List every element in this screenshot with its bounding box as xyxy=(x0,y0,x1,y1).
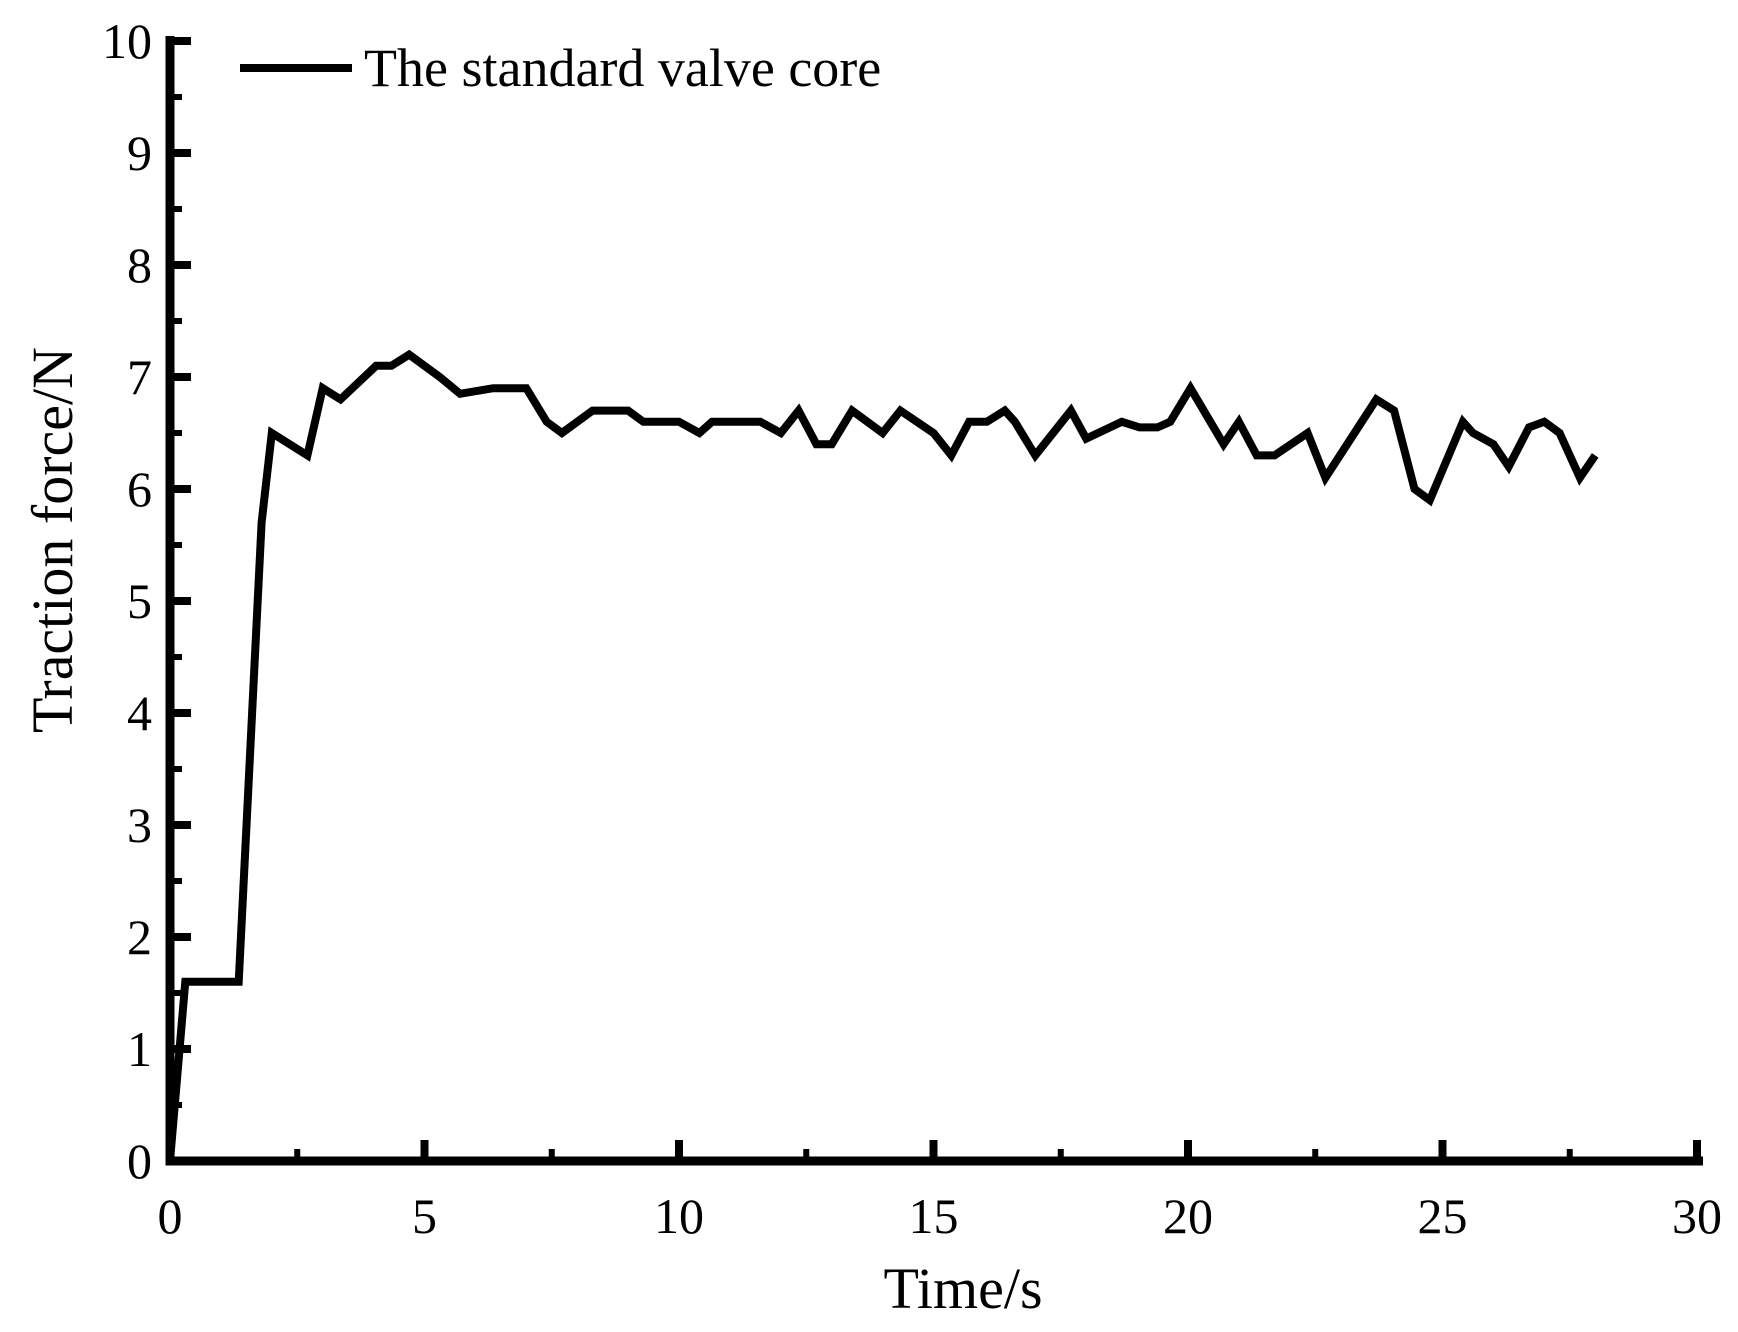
y-tick-label: 6 xyxy=(127,461,152,517)
y-tick-label: 4 xyxy=(127,685,152,741)
y-tick-label: 1 xyxy=(127,1021,152,1077)
axis-tick-labels: 0 5 10 15 20 25 30 0 1 2 3 4 5 6 7 8 9 10 xyxy=(102,13,1722,1244)
y-tick-label: 3 xyxy=(127,797,152,853)
y-tick-label: 7 xyxy=(127,349,152,405)
legend-label: The standard valve core xyxy=(364,38,881,98)
series-line-standard-valve-core xyxy=(166,349,1599,1162)
y-tick-label: 10 xyxy=(102,13,152,69)
y-tick-label: 5 xyxy=(127,573,152,629)
x-axis-title: Time/s xyxy=(883,1256,1042,1321)
y-tick-label: 9 xyxy=(127,125,152,181)
x-tick-label: 10 xyxy=(654,1188,704,1244)
x-tick-label: 20 xyxy=(1163,1188,1213,1244)
y-axis-title: Traction force/N xyxy=(20,347,85,733)
y-tick-label: 2 xyxy=(127,909,152,965)
axes xyxy=(165,36,1703,1166)
axis-ticks xyxy=(166,37,1701,1165)
x-tick-label: 25 xyxy=(1418,1188,1468,1244)
x-tick-label: 0 xyxy=(158,1188,183,1244)
y-tick-label: 0 xyxy=(127,1133,152,1189)
x-tick-label: 30 xyxy=(1672,1188,1722,1244)
x-tick-label: 5 xyxy=(412,1188,437,1244)
y-tick-label: 8 xyxy=(127,237,152,293)
x-tick-label: 15 xyxy=(909,1188,959,1244)
legend: The standard valve core xyxy=(240,38,881,98)
